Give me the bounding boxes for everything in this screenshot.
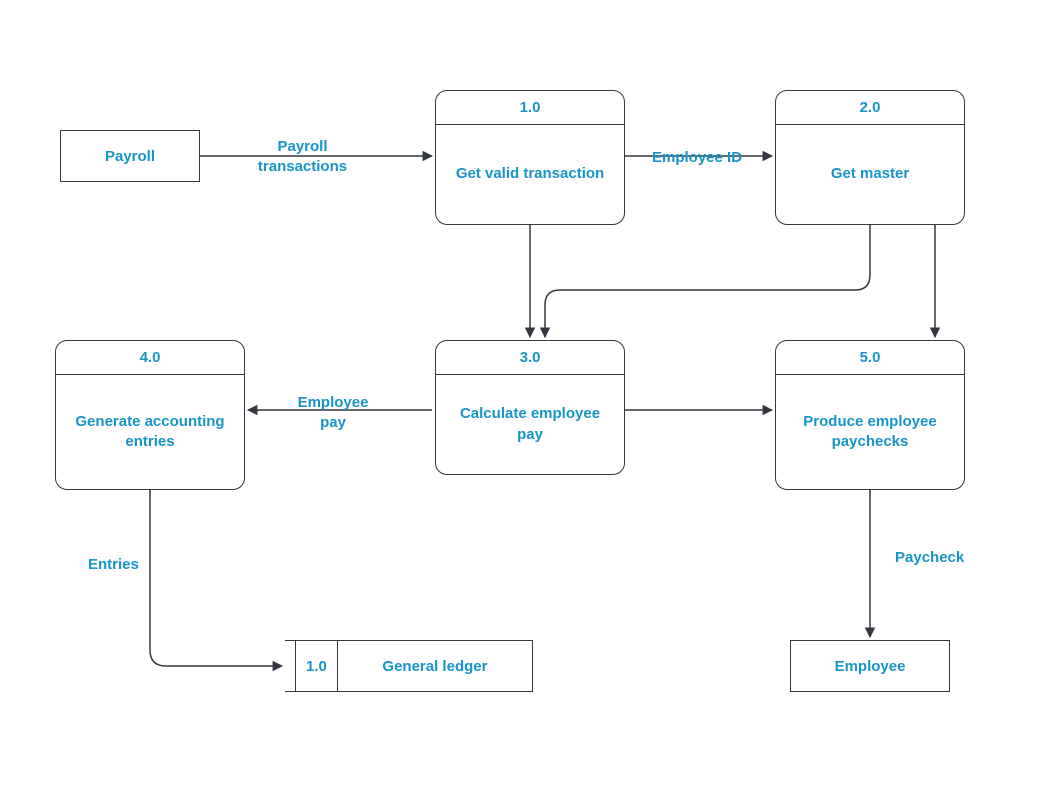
- process-label: Get master: [819, 125, 921, 224]
- external-label: Employee: [835, 658, 906, 675]
- edge-label-payroll-transactions: Payroll transactions: [245, 137, 360, 176]
- process-number: 4.0: [56, 341, 244, 375]
- process-2: 2.0 Get master: [775, 90, 965, 225]
- process-1: 1.0 Get valid transaction: [435, 90, 625, 225]
- edge-label-employee-id: Employee ID: [652, 148, 742, 168]
- edge-label-employee-pay: Employee pay: [288, 393, 378, 432]
- process-number: 1.0: [436, 91, 624, 125]
- datastore-label: General ledger: [338, 641, 532, 691]
- datastore-number: 1.0: [295, 641, 338, 691]
- edge-label-paycheck: Paycheck: [895, 548, 964, 568]
- process-label: Get valid transaction: [444, 125, 616, 224]
- process-label: Generate accounting entries: [56, 375, 244, 489]
- external-label: Payroll: [105, 148, 155, 165]
- process-number: 2.0: [776, 91, 964, 125]
- process-5: 5.0 Produce employee paychecks: [775, 340, 965, 490]
- edge-label-entries: Entries: [88, 555, 139, 575]
- process-label: Produce employee paychecks: [776, 375, 964, 489]
- external-employee: Employee: [790, 640, 950, 692]
- external-payroll: Payroll: [60, 130, 200, 182]
- datastore-ledger: 1.0 General ledger: [285, 640, 533, 692]
- diagram-canvas: Payroll 1.0 Get valid transaction 2.0 Ge…: [0, 0, 1040, 800]
- process-label: Calculate employee pay: [436, 375, 624, 474]
- process-3: 3.0 Calculate employee pay: [435, 340, 625, 475]
- process-number: 5.0: [776, 341, 964, 375]
- process-4: 4.0 Generate accounting entries: [55, 340, 245, 490]
- process-number: 3.0: [436, 341, 624, 375]
